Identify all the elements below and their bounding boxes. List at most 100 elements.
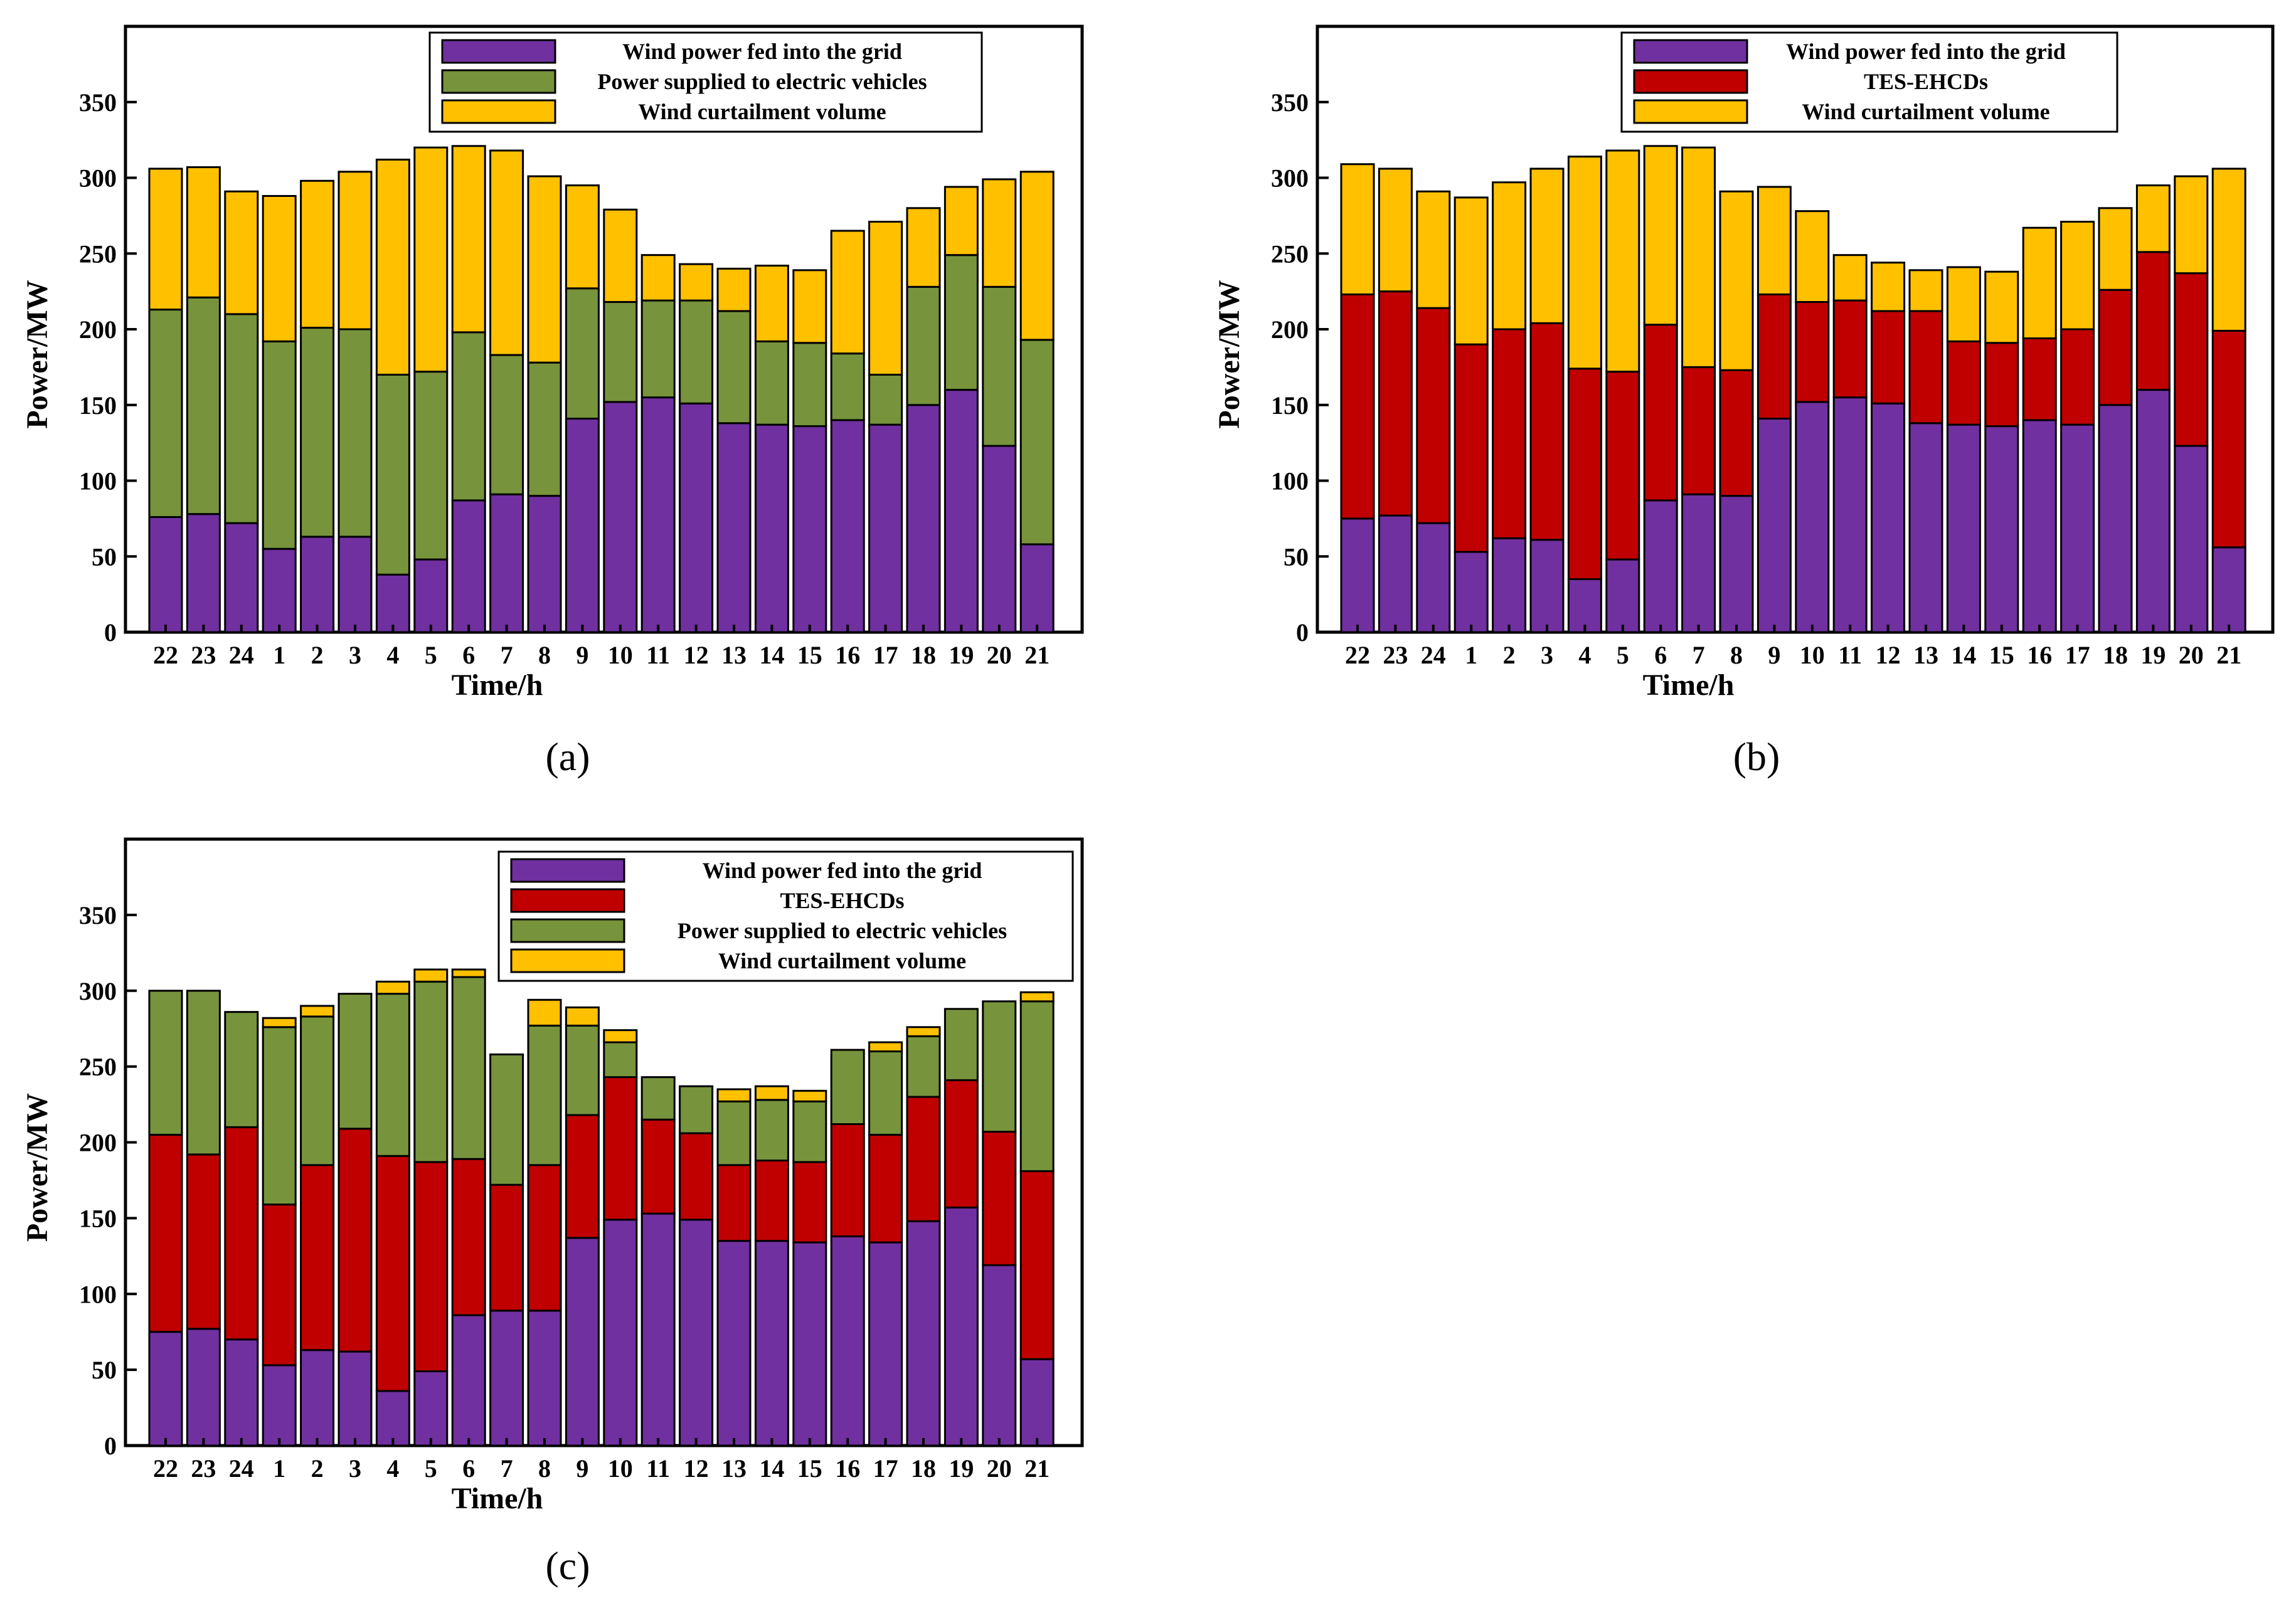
y-tick-label: 250 xyxy=(79,240,117,268)
bar-curt xyxy=(1019,991,1055,1003)
bar-curt xyxy=(603,1029,638,1044)
bar-grid xyxy=(300,1349,335,1447)
bar-grid xyxy=(2022,419,2057,633)
bar-curt xyxy=(1567,156,1602,370)
bar-tes xyxy=(2022,337,2057,421)
bar-grid xyxy=(868,1241,903,1447)
y-tick-label: 150 xyxy=(79,391,117,420)
bar-ev xyxy=(830,1049,865,1125)
bar-curt xyxy=(1605,149,1640,373)
bar-curt xyxy=(1832,254,1868,302)
bar-grid xyxy=(413,558,449,633)
y-tick-label: 100 xyxy=(1271,467,1309,495)
bar-grid xyxy=(2135,389,2171,633)
x-tick-label: 2 xyxy=(311,1454,324,1483)
bar-grid xyxy=(224,522,259,633)
x-tick-label: 13 xyxy=(721,641,747,669)
bar-curt xyxy=(792,269,827,344)
x-tick-label: 4 xyxy=(386,1454,399,1483)
bar-curt xyxy=(2135,184,2171,253)
bar-grid xyxy=(489,1309,524,1447)
bar-grid xyxy=(1567,578,1602,633)
bar-grid xyxy=(527,1309,562,1447)
x-tick-label: 14 xyxy=(1951,641,1976,669)
bar-tes xyxy=(1567,368,1602,580)
legend-label: TES-EHCDs xyxy=(1864,69,1988,94)
x-tick-label: 5 xyxy=(425,641,437,669)
bar-curt xyxy=(906,207,941,288)
x-tick-label: 11 xyxy=(646,641,670,669)
bar-grid xyxy=(1529,539,1565,633)
bar-grid xyxy=(1019,1358,1055,1447)
legend: Wind power fed into the grid TES-EHCDs Win… xyxy=(1620,31,2118,133)
x-tick-label: 11 xyxy=(1838,641,1862,669)
bar-ev xyxy=(300,1015,335,1166)
bar-grid xyxy=(451,1314,486,1447)
bar-tes xyxy=(489,1183,524,1312)
bar-grid xyxy=(640,396,676,633)
bar-ev xyxy=(906,1035,941,1098)
x-tick-label: 2 xyxy=(311,641,324,669)
bar-grid xyxy=(982,445,1017,633)
bar-tes xyxy=(337,1128,373,1353)
bar-curt xyxy=(603,208,638,304)
y-tick-label: 0 xyxy=(104,1432,117,1460)
bar-curt xyxy=(527,175,562,364)
bar-grid xyxy=(1492,537,1527,633)
bar-curt xyxy=(1529,167,1565,324)
legend-swatch-ev xyxy=(441,69,556,94)
bar-ev xyxy=(640,299,676,399)
bar-tes xyxy=(640,1118,676,1215)
bar-curt xyxy=(1492,181,1527,331)
x-tick-label: 7 xyxy=(1693,641,1705,669)
bar-tes xyxy=(1908,310,1943,425)
bar-ev xyxy=(982,1000,1017,1133)
bar-curt xyxy=(868,221,903,376)
bar-grid xyxy=(224,1338,259,1447)
bar-tes xyxy=(565,1114,600,1239)
bar-grid xyxy=(148,1331,183,1447)
bar-curt xyxy=(527,998,562,1027)
bar-ev xyxy=(1019,339,1055,546)
bar-curt xyxy=(300,179,335,329)
x-tick-label: 2 xyxy=(1503,641,1516,669)
x-tick-label: 17 xyxy=(873,1454,898,1483)
bar-curt xyxy=(1340,163,1375,295)
x-tick-label: 23 xyxy=(191,641,216,669)
x-tick-label: 20 xyxy=(987,641,1012,669)
bar-tes xyxy=(1529,322,1565,541)
y-tick-label: 50 xyxy=(92,542,117,571)
bar-tes xyxy=(1416,307,1451,524)
bar-curt xyxy=(337,171,373,331)
bar-tes xyxy=(300,1164,335,1351)
legend-swatch-curt xyxy=(441,99,556,124)
x-axis-title: Time/h xyxy=(452,1482,543,1515)
bar-ev xyxy=(262,340,297,550)
bar-curt xyxy=(186,166,221,299)
bar-grid xyxy=(186,1328,221,1447)
bar-curt xyxy=(489,149,524,356)
x-tick-label: 17 xyxy=(873,641,898,669)
bar-curt xyxy=(2174,175,2209,275)
bar-tes xyxy=(527,1164,562,1312)
x-tick-label: 8 xyxy=(1730,641,1743,669)
x-tick-label: 1 xyxy=(273,641,285,669)
x-tick-label: 22 xyxy=(1345,641,1370,669)
x-tick-label: 9 xyxy=(576,641,588,669)
bar-curt xyxy=(792,1089,827,1103)
bar-ev xyxy=(868,373,903,426)
bar-grid xyxy=(906,404,941,633)
bar-curt xyxy=(716,267,752,312)
bar-grid xyxy=(489,493,524,633)
bar-tes xyxy=(2135,251,2171,391)
bar-tes xyxy=(868,1133,903,1244)
bar-curt xyxy=(1643,145,1678,326)
y-tick-label: 150 xyxy=(79,1204,117,1232)
bar-grid xyxy=(754,1240,789,1447)
y-tick-label: 250 xyxy=(1271,240,1309,268)
bar-ev xyxy=(754,340,789,426)
bar-grid xyxy=(943,1206,979,1447)
legend-label: Wind power fed into the grid xyxy=(622,39,902,64)
